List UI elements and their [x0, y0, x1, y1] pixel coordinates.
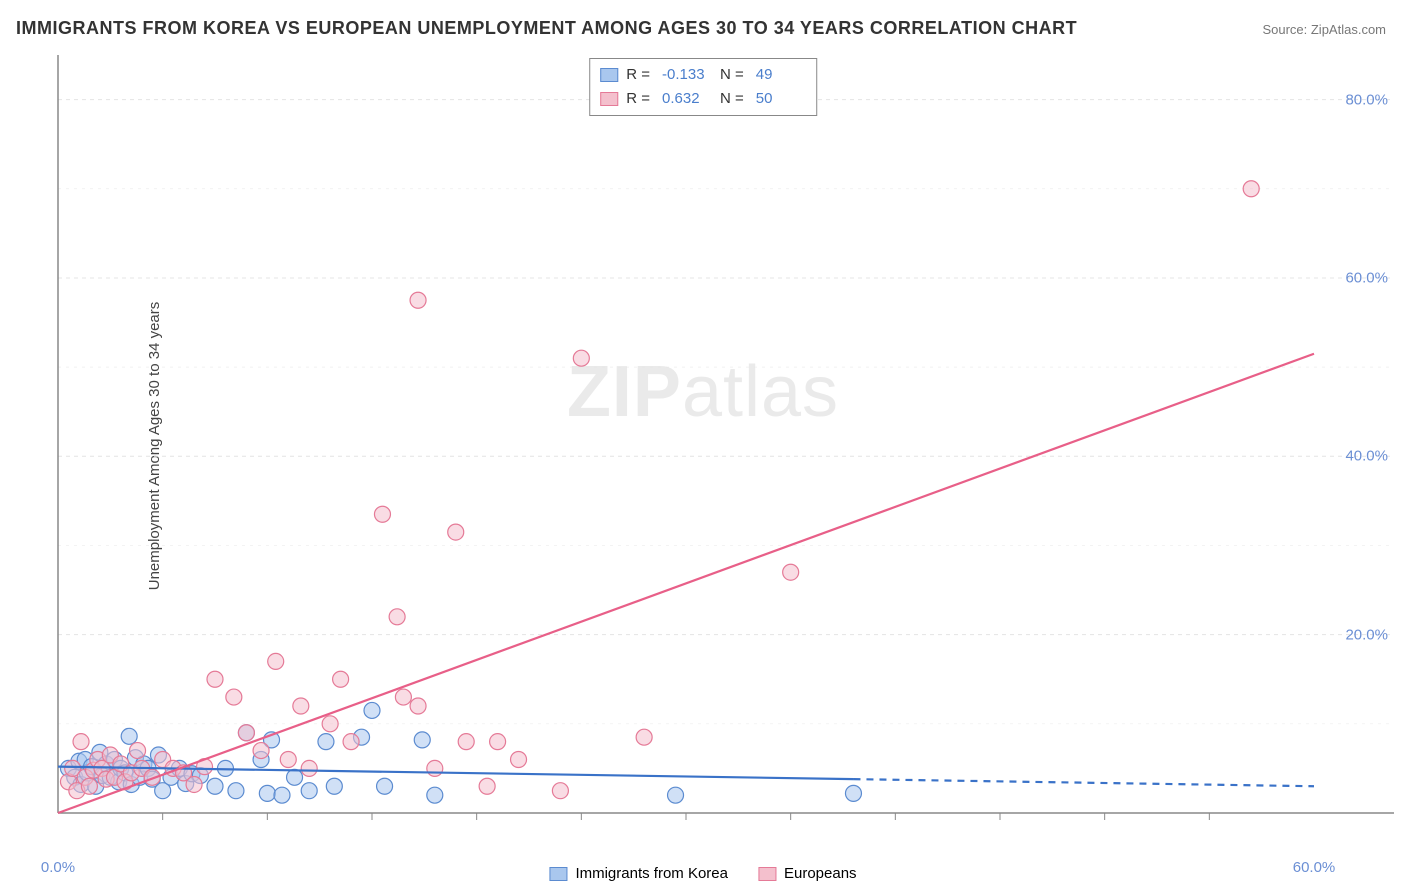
legend-n-value: 49: [756, 63, 806, 87]
y-tick-label: 20.0%: [1345, 626, 1388, 643]
legend-n-label: N =: [720, 63, 744, 87]
x-tick-label: 0.0%: [41, 859, 75, 876]
legend-swatch: [549, 867, 567, 881]
chart-svg: [50, 55, 1394, 852]
legend-item-europeans: Europeans: [758, 865, 857, 882]
legend-r-label: R =: [626, 63, 650, 87]
legend-item-korea: Immigrants from Korea: [549, 865, 728, 882]
legend-label: Europeans: [784, 865, 857, 882]
scatter-chart: [50, 55, 1394, 852]
legend-r-value: 0.632: [662, 87, 712, 111]
legend-swatch-europeans: [600, 92, 618, 106]
y-tick-label: 40.0%: [1345, 448, 1388, 465]
page-title: IMMIGRANTS FROM KOREA VS EUROPEAN UNEMPL…: [16, 18, 1077, 39]
x-tick-label: 60.0%: [1293, 859, 1336, 876]
legend-n-value: 50: [756, 87, 806, 111]
series-legend: Immigrants from Korea Europeans: [549, 865, 856, 882]
legend-n-label: N =: [720, 87, 744, 111]
correlation-legend: R = -0.133 N = 49 R = 0.632 N = 50: [589, 58, 817, 116]
y-tick-label: 80.0%: [1345, 91, 1388, 108]
legend-r-value: -0.133: [662, 63, 712, 87]
legend-r-label: R =: [626, 87, 650, 111]
legend-swatch-korea: [600, 68, 618, 82]
legend-row: R = 0.632 N = 50: [600, 87, 806, 111]
legend-swatch: [758, 867, 776, 881]
y-tick-label: 60.0%: [1345, 269, 1388, 286]
legend-label: Immigrants from Korea: [575, 865, 728, 882]
source-attribution: Source: ZipAtlas.com: [1262, 22, 1386, 37]
legend-row: R = -0.133 N = 49: [600, 63, 806, 87]
